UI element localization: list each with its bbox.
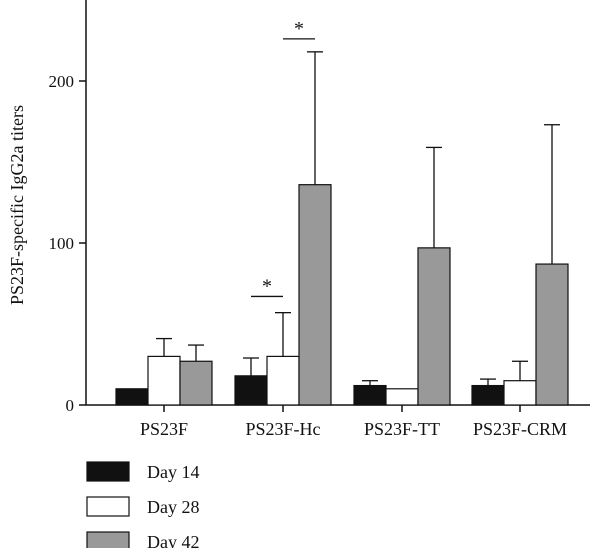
bar-day-14 bbox=[353, 384, 387, 406]
y-axis-title: PS23F-specific IgG2a titers bbox=[7, 105, 27, 305]
bar-day-14 bbox=[115, 388, 149, 406]
bar-day-28 bbox=[385, 388, 419, 406]
bar-day-28 bbox=[266, 355, 300, 406]
x-tick-label: PS23F-TT bbox=[364, 419, 440, 439]
y-tick-label: 0 bbox=[66, 396, 75, 415]
bar-day-14 bbox=[471, 384, 505, 406]
bar-day-28 bbox=[503, 380, 537, 406]
bar-day-42 bbox=[179, 360, 213, 406]
y-tick-label: 200 bbox=[49, 72, 75, 91]
plot-area: 0 100 200 PS23F PS23F-Hc PS23F-TT PS23F-CRM * * bbox=[49, 0, 590, 439]
bar-day-42 bbox=[417, 247, 451, 406]
x-tick-label: PS23F-Hc bbox=[245, 419, 320, 439]
significance-marker: * bbox=[294, 18, 304, 40]
legend-label: Day 42 bbox=[147, 532, 200, 548]
legend: Day 14 Day 28 Day 42 bbox=[86, 461, 200, 548]
legend-label: Day 14 bbox=[147, 462, 200, 482]
legend-swatch bbox=[86, 531, 130, 548]
bar-day-42 bbox=[298, 184, 332, 406]
significance-marker: * bbox=[262, 275, 272, 297]
legend-swatch bbox=[86, 461, 130, 482]
x-tick-label: PS23F bbox=[140, 419, 188, 439]
bar-day-14 bbox=[234, 375, 268, 406]
x-tick-label: PS23F-CRM bbox=[473, 419, 567, 439]
legend-swatch bbox=[86, 496, 130, 517]
bar-day-28 bbox=[147, 355, 181, 406]
legend-label: Day 28 bbox=[147, 497, 200, 517]
y-tick-label: 100 bbox=[49, 234, 75, 253]
bar-day-42 bbox=[535, 263, 569, 406]
